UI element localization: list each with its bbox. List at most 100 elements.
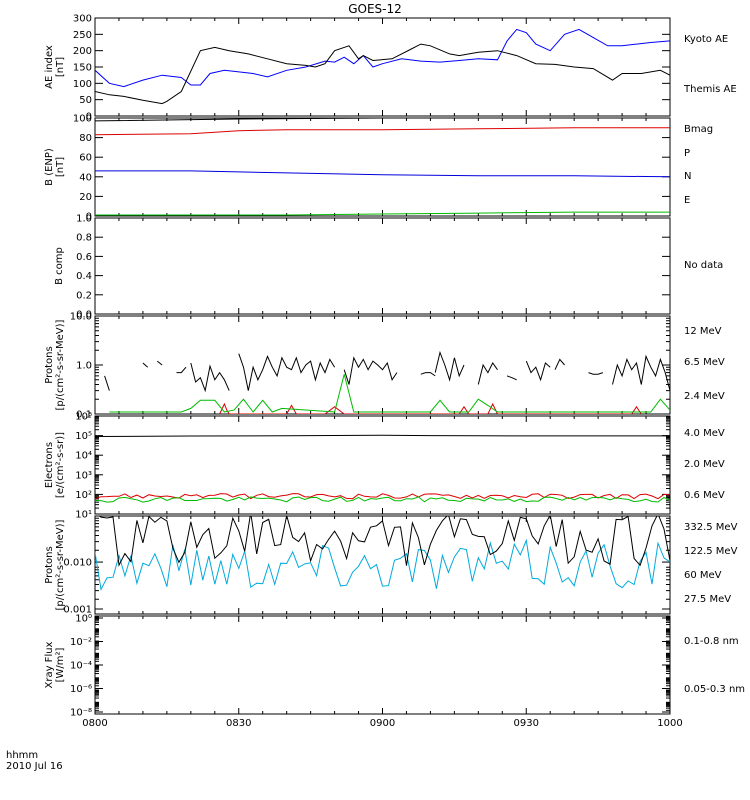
series-4-0-mev [95, 493, 670, 500]
y-axis-label: [p/(cm²-s-sr-MeV)] [55, 319, 66, 410]
legend-2-4-mev: 2.4 MeV [684, 391, 725, 402]
panel-protons_high: 0.001 0.010 Protons [p/(cm²-s-sr-MeV)] 332.5… [44, 515, 738, 616]
y-tick-label: 300 [73, 14, 92, 25]
x-tick-label: 0800 [82, 718, 107, 729]
series-60-mev [95, 538, 670, 591]
panel-frame [94, 515, 671, 615]
y-tick-label: 10⁻⁸ [70, 708, 92, 719]
series-2-4-mev [104, 375, 110, 391]
y-tick-label: 0.2 [76, 290, 92, 301]
y-tick-label: 10⁻⁶ [70, 684, 92, 695]
series-2-4-mev [477, 362, 498, 385]
y-tick-label: 0.1 [76, 410, 92, 421]
y-tick-label: 1.0 [76, 214, 92, 225]
y-tick-label: 100 [73, 114, 92, 125]
x-tick-label: 0930 [514, 718, 539, 729]
y-tick-label: 0 [86, 212, 92, 223]
series-2-4-mev [434, 350, 465, 382]
legend-themis-ae: Themis AE [683, 84, 737, 95]
y-axis-label: Protons [44, 346, 55, 383]
y-axis-label: [nT] [55, 157, 66, 177]
series-2-4-mev [525, 360, 551, 382]
y-tick-label: 60 [79, 153, 92, 164]
y-tick-label: 100 [73, 79, 92, 90]
series-27-5-mev [98, 516, 670, 567]
y-tick-label: 10⁴ [75, 451, 92, 462]
y-tick-label: 0.6 [76, 252, 92, 263]
series-6-5-mev [109, 374, 670, 413]
y-tick-label: 250 [73, 30, 92, 41]
y-tick-label: 10.0 [70, 312, 92, 323]
panel-frame [94, 217, 671, 315]
y-tick-label: 0.010 [63, 558, 92, 569]
panel-frame [94, 315, 671, 415]
series-2-4-mev [588, 372, 604, 375]
panel-benp: 0 20 40 60 80 100 B (ENP) [nT] Bmag P N E [44, 114, 713, 223]
y-axis-label: AE index [44, 45, 55, 89]
legend-27-5-mev: 27.5 MeV [684, 594, 731, 605]
series-2-4-mev [612, 354, 670, 391]
time-axis-label: hhmm [6, 750, 38, 761]
y-tick-label: 80 [79, 133, 92, 144]
y-axis-label: [p/(cm²-s-sr-MeV)] [55, 519, 66, 610]
series-themis-ae [95, 43, 670, 105]
series-2-4-mev [176, 366, 187, 374]
y-tick-label: 10⁵ [75, 431, 92, 442]
y-axis-label: Protons [44, 546, 55, 583]
y-tick-label: 10⁰ [75, 614, 92, 625]
panel-frame [94, 117, 671, 217]
chart-title: GOES-12 [348, 2, 402, 16]
series-2-4-mev [190, 362, 230, 393]
panel-electrons: 10¹ 10² 10³ 10⁴ 10⁵ 10⁶ Electrons [e/(cm²-s-sr)… [44, 412, 725, 521]
series-2-4-mev [343, 356, 398, 385]
legend-e: E [684, 195, 690, 206]
series-kyoto-ae [95, 28, 670, 88]
y-axis-label: B (ENP) [44, 148, 55, 186]
y-tick-label: 0.8 [76, 233, 92, 244]
legend-60-mev: 60 MeV [684, 570, 722, 581]
series-2-4-mev [506, 375, 517, 381]
y-axis-label: [W/m²] [55, 647, 66, 682]
legend-12-mev: 12 MeV [684, 326, 722, 337]
y-tick-label: 200 [73, 46, 92, 57]
y-tick-label: 150 [73, 63, 92, 74]
legend-n: N [684, 171, 691, 182]
x-tick-label: 0830 [226, 718, 251, 729]
y-tick-label: 0.0 [76, 310, 92, 321]
series-2-4-mev [142, 362, 149, 368]
date-label: 2010 Jul 16 [6, 761, 63, 772]
series-n [95, 211, 670, 216]
panel-bcomp: 0.0 0.2 0.4 0.6 0.8 1.0 B comp No data [54, 214, 723, 321]
y-tick-label: 10¹ [75, 510, 92, 521]
series-2-4-mev [238, 353, 336, 391]
x-tick-label: 0900 [370, 718, 395, 729]
legend-bmag: Bmag [684, 124, 713, 135]
y-tick-label: 10⁶ [75, 412, 92, 423]
series-2-4-mev [156, 360, 163, 366]
legend-4-0-mev: 4.0 MeV [684, 428, 725, 439]
series-p [95, 127, 670, 136]
series-2-4-mev [420, 372, 436, 377]
y-tick-label: 1.0 [76, 361, 92, 372]
series-2-4-mev [554, 358, 565, 370]
y-axis-label: Xray Flux [44, 641, 55, 688]
y-tick-label: 10⁻⁴ [70, 661, 92, 672]
panel-frame [94, 615, 671, 715]
y-tick-label: 40 [79, 172, 92, 183]
series-2-0-mev [95, 496, 670, 503]
y-tick-label: 10² [75, 490, 92, 501]
series-bmag [95, 118, 670, 122]
y-tick-label: 0.001 [63, 605, 92, 616]
no-data-note: No data [684, 260, 723, 271]
panel-xray: 10⁻⁸ 10⁻⁶ 10⁻⁴ 10⁻² 10⁰ Xray Flux [W/m²] 0.1-0.… [44, 614, 745, 730]
y-tick-label: 0 [86, 112, 92, 123]
y-tick-label: 10³ [75, 470, 92, 481]
legend-kyoto-ae: Kyoto AE [684, 34, 728, 45]
y-axis-label: [e/(cm²-s-sr)] [55, 432, 66, 498]
y-axis-label: Electrons [44, 442, 55, 488]
y-tick-label: 50 [79, 95, 92, 106]
panel-ae: 0 50 100 150 200 250 300 AE index [nT] Kyoto AE Th… [44, 14, 737, 123]
x-tick-label: 1000 [657, 718, 682, 729]
legend-2-0-mev: 2.0 MeV [684, 459, 725, 470]
